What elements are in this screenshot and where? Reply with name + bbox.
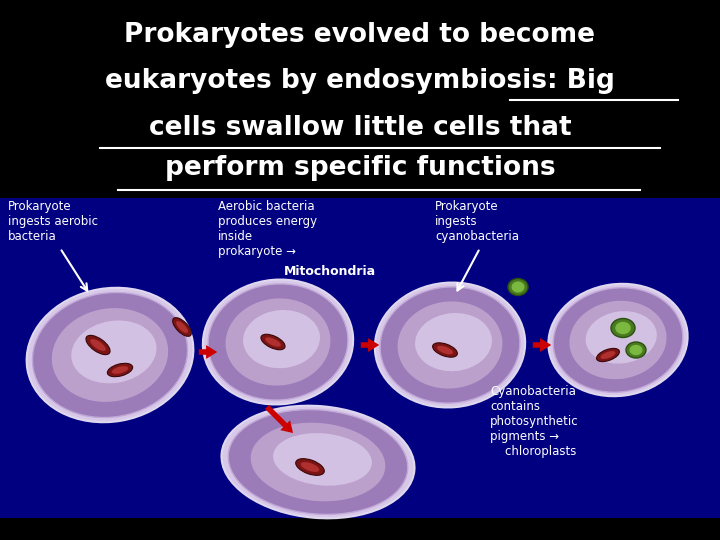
- Ellipse shape: [585, 311, 657, 363]
- Ellipse shape: [208, 284, 348, 400]
- Ellipse shape: [511, 281, 524, 293]
- Ellipse shape: [225, 299, 330, 386]
- Text: perform specific functions: perform specific functions: [165, 155, 555, 181]
- Ellipse shape: [629, 345, 642, 355]
- Text: Prokaryotes evolved to become: Prokaryotes evolved to become: [125, 22, 595, 48]
- Ellipse shape: [273, 433, 372, 485]
- Ellipse shape: [27, 288, 194, 422]
- Ellipse shape: [243, 310, 320, 368]
- Ellipse shape: [90, 339, 106, 351]
- Text: Aerobic bacteria
produces energy
inside
prokaryote →: Aerobic bacteria produces energy inside …: [218, 200, 317, 258]
- Ellipse shape: [228, 410, 408, 515]
- Ellipse shape: [176, 321, 188, 333]
- Text: Mitochondria: Mitochondria: [284, 265, 376, 278]
- Ellipse shape: [597, 348, 619, 362]
- Ellipse shape: [222, 406, 415, 518]
- Ellipse shape: [301, 462, 319, 472]
- Ellipse shape: [32, 293, 188, 417]
- Ellipse shape: [600, 351, 616, 359]
- Ellipse shape: [433, 343, 457, 357]
- Ellipse shape: [203, 280, 354, 404]
- Text: Cyanobacteria
contains
photosynthetic
pigments →
    chloroplasts: Cyanobacteria contains photosynthetic pi…: [490, 385, 579, 458]
- Ellipse shape: [553, 288, 683, 392]
- Ellipse shape: [549, 284, 688, 396]
- Ellipse shape: [173, 318, 192, 336]
- Ellipse shape: [375, 282, 525, 408]
- Ellipse shape: [626, 342, 646, 358]
- Ellipse shape: [71, 320, 156, 383]
- Ellipse shape: [261, 334, 285, 350]
- Ellipse shape: [380, 287, 520, 403]
- Text: cells swallow little cells that: cells swallow little cells that: [149, 115, 571, 141]
- Ellipse shape: [251, 423, 385, 501]
- Text: Prokaryote
ingests
cyanobacteria: Prokaryote ingests cyanobacteria: [435, 200, 519, 243]
- Ellipse shape: [52, 308, 168, 402]
- Bar: [0, 198, 720, 518]
- Ellipse shape: [437, 346, 453, 354]
- Ellipse shape: [615, 322, 631, 334]
- Ellipse shape: [265, 338, 281, 347]
- Ellipse shape: [508, 279, 528, 295]
- Ellipse shape: [86, 335, 110, 355]
- Ellipse shape: [107, 363, 132, 377]
- Ellipse shape: [397, 301, 503, 389]
- Text: eukaryotes by endosymbiosis: Big: eukaryotes by endosymbiosis: Big: [105, 68, 615, 94]
- Ellipse shape: [570, 301, 667, 379]
- Ellipse shape: [611, 319, 635, 338]
- Ellipse shape: [112, 366, 128, 374]
- Ellipse shape: [296, 458, 324, 475]
- Text: Prokaryote
ingests aerobic
bacteria: Prokaryote ingests aerobic bacteria: [8, 200, 98, 243]
- Ellipse shape: [415, 313, 492, 371]
